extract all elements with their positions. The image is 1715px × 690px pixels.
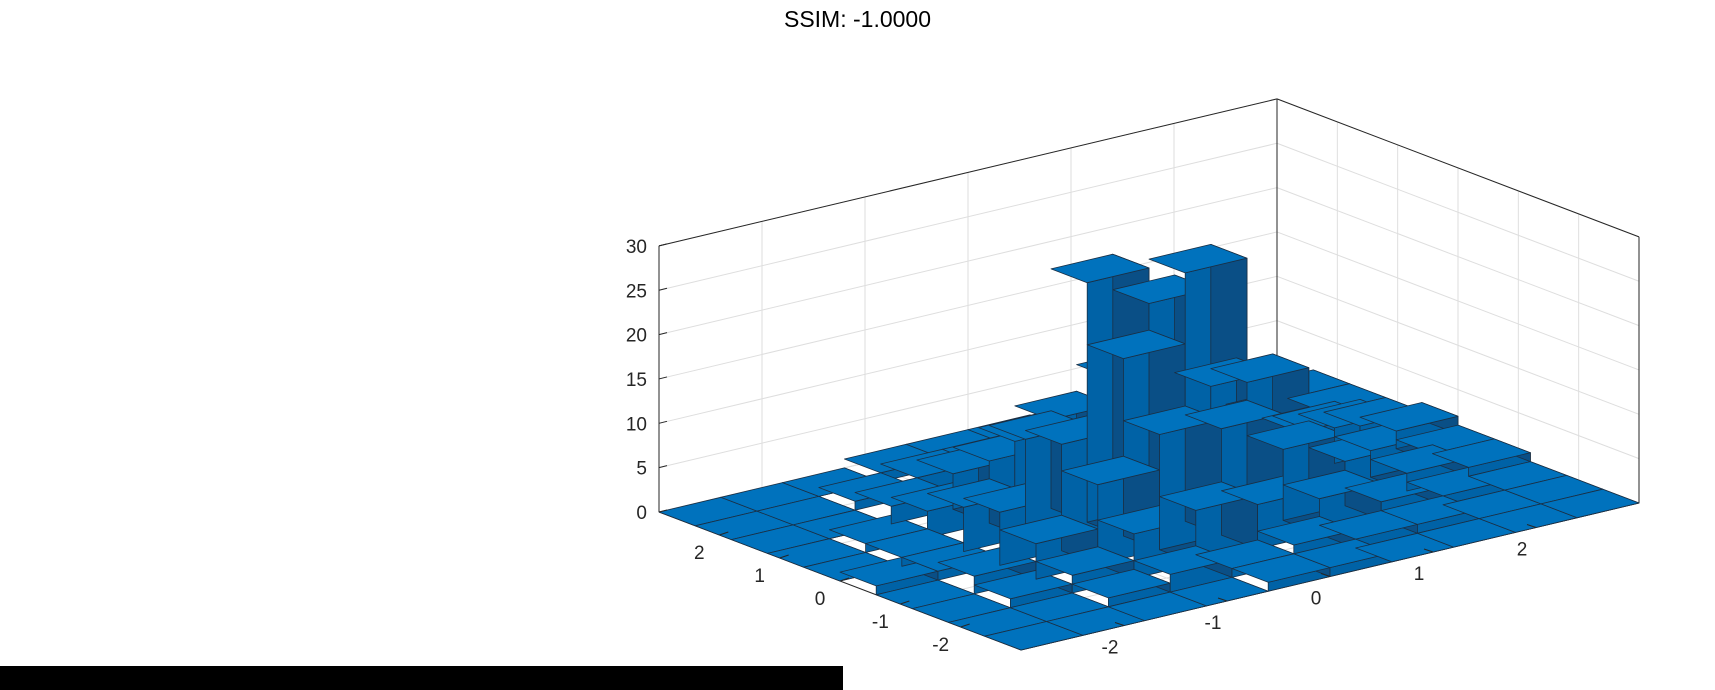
x-tick-mark <box>1217 597 1228 602</box>
bar-top-face <box>1071 569 1171 599</box>
bar <box>1071 569 1171 608</box>
x-tick-label: 2 <box>1517 540 1528 561</box>
box-edge <box>1276 98 1640 238</box>
grid-line <box>1276 275 1640 415</box>
bar-top-face <box>1246 420 1346 450</box>
x-tick-mark <box>1114 622 1125 626</box>
y-tick-label: 2 <box>694 543 705 564</box>
x-tick-label: -2 <box>1102 638 1119 659</box>
y-tick-mark <box>900 600 910 605</box>
bar-top-face <box>1432 438 1531 468</box>
x-tick-mark <box>1423 548 1434 553</box>
bars-layer <box>658 243 1640 651</box>
grid-line <box>1276 187 1640 327</box>
bar <box>1319 510 1418 549</box>
z-tick-mark <box>658 420 668 424</box>
y-tick-mark <box>779 554 789 559</box>
bar-top-face <box>1184 399 1284 430</box>
bar-top-face <box>1035 546 1135 576</box>
z-tick-label: 5 <box>636 459 647 480</box>
bar-top-face <box>1050 253 1150 284</box>
x-tick-label: -1 <box>1205 613 1222 634</box>
x-tick-label: 0 <box>1311 589 1322 610</box>
bar <box>1231 553 1331 592</box>
chart-title: SSIM: -1.0000 <box>783 6 932 32</box>
bar3-chart: 0 5 10 15 20 25 30 -2 -1 0 1 2 -2 -1 0 1 2 <box>626 98 1640 659</box>
bar-top-face <box>1148 243 1248 274</box>
z-tick-mark <box>658 332 668 336</box>
grid-line <box>1276 142 1640 282</box>
grid-line <box>658 142 1278 291</box>
x-tick-mark <box>1526 524 1537 528</box>
grid-line <box>658 187 1278 336</box>
bar-top-face <box>1169 577 1269 607</box>
y-tick-mark <box>839 577 850 582</box>
x-tick-label: 1 <box>1414 564 1425 585</box>
z-tick-mark <box>658 287 668 291</box>
y-tick-mark <box>719 531 729 536</box>
z-tick-label: 10 <box>626 414 647 435</box>
bar-top-face <box>1540 488 1640 519</box>
z-tick-mark <box>658 509 668 513</box>
tick-layer: 0 5 10 15 20 25 30 -2 -1 0 1 2 -2 -1 0 1 2 <box>626 237 1537 659</box>
x-tick-mark <box>1320 573 1331 577</box>
z-tick-label: 25 <box>626 281 647 302</box>
bar <box>973 569 1073 609</box>
y-tick-label: -2 <box>932 635 949 656</box>
bar <box>1540 488 1640 519</box>
y-tick-label: 1 <box>754 566 765 587</box>
y-tick-label: -1 <box>872 612 889 633</box>
box-edge <box>658 98 1278 247</box>
z-tick-label: 0 <box>636 503 647 524</box>
z-tick-label: 15 <box>626 370 647 391</box>
grid-line <box>1276 231 1640 371</box>
y-tick-label: 0 <box>815 589 826 610</box>
bar-top-face <box>1086 329 1186 360</box>
bar-top-face <box>999 514 1099 545</box>
y-tick-mark <box>960 623 970 628</box>
bar-top-face <box>1359 402 1459 432</box>
z-tick-label: 30 <box>626 237 647 258</box>
z-tick-mark <box>658 465 668 469</box>
z-tick-mark <box>658 243 668 247</box>
z-tick-mark <box>658 376 668 380</box>
grid-line <box>1276 320 1640 460</box>
bar-top-face <box>1210 353 1310 383</box>
black-bar <box>0 666 843 690</box>
bar-top-face <box>1061 455 1160 486</box>
z-tick-label: 20 <box>626 326 647 347</box>
